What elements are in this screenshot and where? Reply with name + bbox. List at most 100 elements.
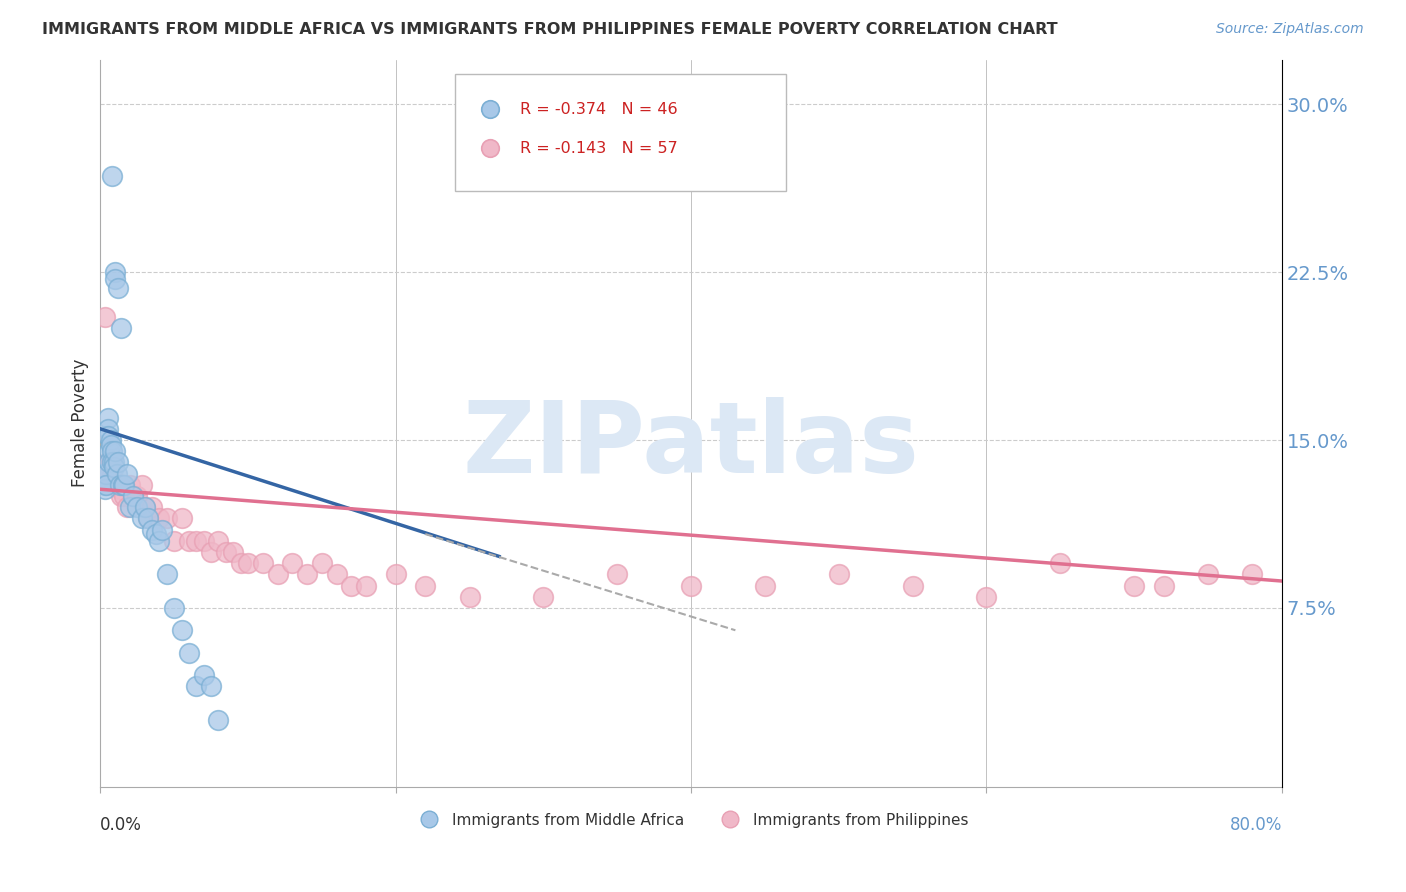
FancyBboxPatch shape [454, 74, 786, 191]
Point [828, 567, 851, 582]
Point [97, 428, 120, 442]
Point [1241, 567, 1264, 582]
Point [134, 500, 156, 515]
Point [325, 567, 347, 582]
Point [100, 455, 122, 469]
Point [131, 478, 153, 492]
Point [163, 600, 186, 615]
Point [145, 527, 167, 541]
Point [200, 545, 222, 559]
Point [108, 478, 131, 492]
Text: R = -0.143   N = 57: R = -0.143 N = 57 [520, 141, 678, 156]
Point [127, 500, 149, 515]
Point [177, 646, 200, 660]
Point [148, 511, 170, 525]
Point [94, 483, 117, 497]
Point [281, 556, 304, 570]
Point [207, 713, 229, 727]
Point [207, 533, 229, 548]
Point [193, 668, 215, 682]
Point [177, 533, 200, 548]
Point [101, 444, 124, 458]
Point [96, 478, 118, 492]
Point [193, 533, 215, 548]
Point [295, 567, 318, 582]
Point [104, 478, 127, 492]
Point [112, 489, 135, 503]
Point [215, 545, 238, 559]
Point [115, 500, 138, 515]
Point [104, 444, 127, 458]
Point [186, 533, 208, 548]
Point [103, 455, 125, 469]
Point [252, 556, 274, 570]
Point [121, 489, 143, 503]
Text: 0.0%: 0.0% [100, 816, 142, 834]
Point [311, 556, 333, 570]
Point [606, 567, 628, 582]
Point [110, 321, 132, 335]
Point [148, 533, 170, 548]
Point [97, 410, 120, 425]
Point [229, 556, 252, 570]
Point [156, 567, 179, 582]
Point [121, 489, 143, 503]
Point [136, 511, 159, 525]
Point [107, 455, 129, 469]
Point [105, 478, 128, 492]
Point [104, 265, 127, 279]
Point [127, 489, 149, 503]
Legend: Immigrants from Middle Africa, Immigrants from Philippines: Immigrants from Middle Africa, Immigrant… [408, 806, 974, 834]
Point [150, 523, 173, 537]
Point [236, 556, 259, 570]
Point [100, 437, 122, 451]
Point [186, 679, 208, 693]
Point [115, 467, 138, 481]
Point [103, 459, 125, 474]
Point [141, 523, 163, 537]
Point [170, 624, 193, 638]
Point [413, 578, 436, 592]
Point [111, 478, 134, 492]
Point [110, 489, 132, 503]
Point [105, 467, 128, 481]
Point [101, 169, 124, 183]
Point [112, 478, 135, 492]
Point [200, 679, 222, 693]
Point [98, 455, 121, 469]
Point [118, 478, 141, 492]
Text: IMMIGRANTS FROM MIDDLE AFRICA VS IMMIGRANTS FROM PHILIPPINES FEMALE POVERTY CORR: IMMIGRANTS FROM MIDDLE AFRICA VS IMMIGRA… [42, 22, 1057, 37]
Point [1123, 578, 1146, 592]
Point [134, 500, 156, 515]
Point [96, 467, 118, 481]
Point [1153, 578, 1175, 592]
Point [131, 511, 153, 525]
Point [1197, 567, 1219, 582]
Point [156, 511, 179, 525]
Point [170, 511, 193, 525]
Point [94, 478, 117, 492]
Point [976, 590, 998, 604]
Point [222, 545, 245, 559]
Y-axis label: Female Poverty: Female Poverty [72, 359, 89, 487]
Point [136, 511, 159, 525]
Text: R = -0.374   N = 46: R = -0.374 N = 46 [520, 102, 678, 117]
Point [1049, 556, 1071, 570]
Point [98, 444, 121, 458]
Point [91, 467, 114, 481]
Point [104, 272, 127, 286]
Text: Source: ZipAtlas.com: Source: ZipAtlas.com [1216, 22, 1364, 37]
Point [163, 533, 186, 548]
Point [97, 455, 120, 469]
Point [107, 478, 129, 492]
Point [340, 578, 363, 592]
Point [101, 455, 124, 469]
Point [681, 578, 703, 592]
Point [111, 478, 134, 492]
Point [94, 310, 117, 324]
Point [101, 467, 124, 481]
Text: 80.0%: 80.0% [1229, 816, 1282, 834]
Point [97, 422, 120, 436]
Point [107, 281, 129, 295]
Point [118, 500, 141, 515]
